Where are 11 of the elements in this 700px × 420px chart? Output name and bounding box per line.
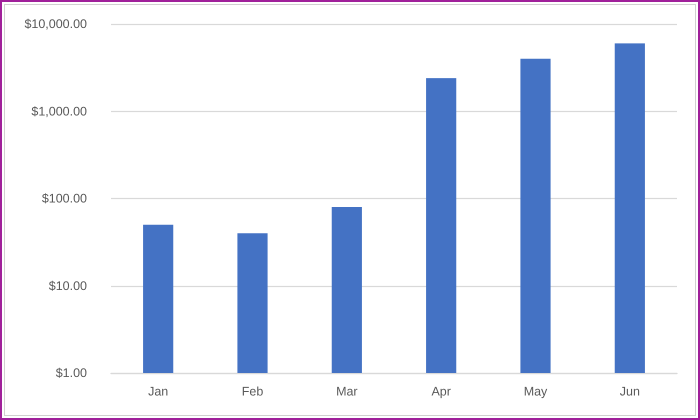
x-tick-label: May [524,384,548,398]
y-tick-label: $10.00 [48,278,88,293]
x-tick-label: Feb [242,384,264,398]
x-tick-label: Jun [620,384,640,398]
x-tick-label: Apr [431,384,451,398]
y-tick-label: $10,000.00 [24,17,88,31]
x-tick-label: Jan [148,384,168,398]
y-tick-label: $1,000.00 [31,104,88,118]
y-tick-label: $100.00 [42,192,88,206]
x-tick-label: Mar [336,384,358,398]
y-tick-label: $1.00 [56,366,88,380]
